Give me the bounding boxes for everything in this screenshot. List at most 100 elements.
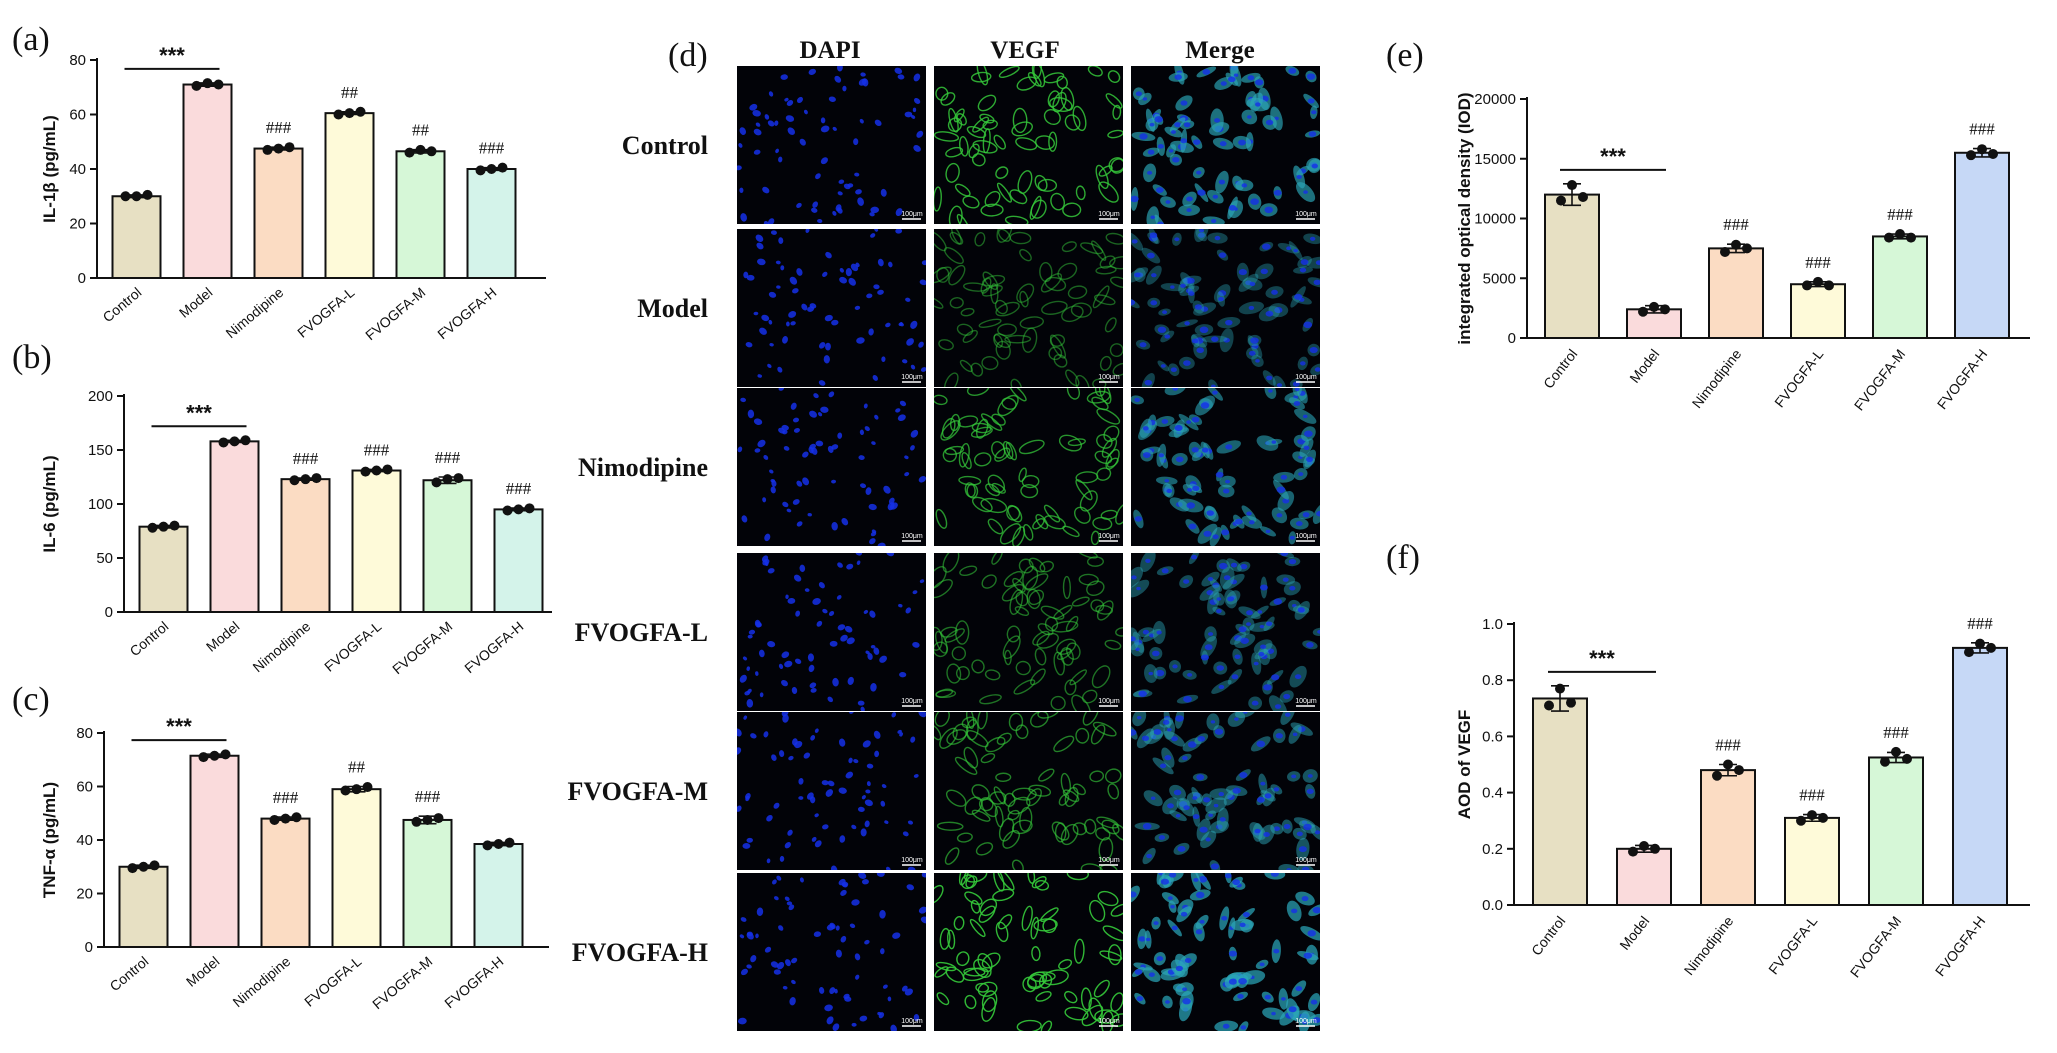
merge-nucleus xyxy=(1152,650,1160,657)
data-point xyxy=(1720,246,1730,257)
nucleus xyxy=(808,68,816,75)
significance-stars: *** xyxy=(186,400,212,425)
nucleus xyxy=(780,74,788,80)
row-header: Control xyxy=(622,131,708,160)
vegf-cell xyxy=(934,724,942,741)
x-tick-label: Model xyxy=(176,284,216,321)
nucleus xyxy=(771,754,777,761)
row-header: FVOGFA-H xyxy=(572,938,708,967)
data-point xyxy=(475,165,486,176)
nucleus xyxy=(910,429,919,438)
data-point xyxy=(269,814,280,825)
cell-layer xyxy=(934,229,1123,387)
vegf-cell xyxy=(1050,695,1066,711)
bar-fvogfa-h xyxy=(493,508,544,613)
vegf-cell xyxy=(974,232,986,247)
vegf-cell xyxy=(1012,107,1028,134)
vegf-cell xyxy=(1015,137,1038,151)
merge-nucleus xyxy=(1260,781,1266,786)
merge-nucleus xyxy=(1263,832,1270,837)
merge-nucleus xyxy=(1303,445,1310,450)
vegf-cell xyxy=(963,282,988,292)
nucleus xyxy=(828,96,836,102)
merge-nucleus xyxy=(1218,296,1224,302)
vegf-cell xyxy=(996,229,1013,243)
merge-nucleus xyxy=(1168,149,1174,153)
vegf-cell xyxy=(934,884,944,904)
bar-control xyxy=(1532,697,1588,907)
micrograph-background xyxy=(934,553,1123,711)
data-point xyxy=(453,473,464,484)
vegf-cell xyxy=(934,266,952,284)
nucleus xyxy=(807,653,814,662)
nucleus xyxy=(795,610,801,617)
vegf-cell xyxy=(935,86,949,101)
merge-nucleus xyxy=(1175,813,1181,818)
significance-mark: ### xyxy=(479,139,505,158)
y-axis-label: AOD of VEGF xyxy=(1455,710,1474,820)
data-point xyxy=(1964,647,1974,658)
vegf-cell xyxy=(1092,285,1110,309)
merge-nucleus xyxy=(1218,290,1227,297)
y-axis-label: TNF-α (pg/mL) xyxy=(40,782,59,898)
nucleus xyxy=(904,111,913,118)
bar-fvogfa-m xyxy=(402,818,453,948)
nucleus xyxy=(905,607,912,614)
data-point xyxy=(355,106,366,117)
merge-nucleus xyxy=(1309,346,1318,354)
scale-bar-label: 100μm xyxy=(1098,374,1120,381)
data-point xyxy=(1649,301,1659,312)
bar-nimodipine xyxy=(1708,247,1764,339)
bar-fvogfa-h xyxy=(466,168,517,279)
chart-panel-f: (f) 0.0 0.2 0.4 0.6 0.8 1.0 AOD of VEGF Control M… xyxy=(1386,539,2030,980)
nucleus xyxy=(854,953,861,961)
nucleus xyxy=(745,342,753,348)
nucleus xyxy=(862,78,869,87)
nucleus xyxy=(747,634,753,639)
vegf-cell xyxy=(956,213,971,224)
merge-nucleus xyxy=(1164,755,1172,761)
vegf-cell xyxy=(1066,873,1089,881)
nucleus xyxy=(794,740,803,749)
scale-bar-label: 100μm xyxy=(1098,698,1120,705)
vegf-cell xyxy=(971,153,986,167)
vegf-cell xyxy=(934,296,944,309)
nucleus xyxy=(848,277,856,286)
nucleus xyxy=(822,608,828,614)
merge-nucleus xyxy=(1303,321,1313,329)
vegf-cell xyxy=(1053,354,1068,368)
merge-nucleus xyxy=(1193,877,1199,882)
merge-nucleus xyxy=(1214,728,1224,735)
merge-nucleus xyxy=(1183,695,1192,703)
panel-letter-a: (a) xyxy=(12,21,50,58)
nucleus xyxy=(836,207,843,214)
merge-nucleus xyxy=(1283,823,1291,830)
nucleus xyxy=(770,961,779,968)
x-tick-label: FVOGFA-H xyxy=(434,284,499,342)
merge-nucleus xyxy=(1276,513,1283,518)
nucleus xyxy=(835,925,840,931)
micrograph-dapi-fvogfa-m: 100μm xyxy=(737,712,926,870)
vegf-cell xyxy=(1105,232,1123,245)
nucleus xyxy=(912,590,918,595)
vegf-cell xyxy=(1115,627,1123,637)
merge-nucleus xyxy=(1191,447,1199,453)
nucleus xyxy=(855,553,863,556)
merge-nucleus xyxy=(1210,863,1220,870)
vegf-cell xyxy=(982,119,998,131)
vegf-cell xyxy=(1094,388,1106,397)
merge-nucleus xyxy=(1216,665,1225,671)
nucleus xyxy=(784,959,791,967)
nucleus xyxy=(768,319,773,325)
nucleus xyxy=(829,640,838,647)
vegf-cell xyxy=(1004,215,1029,224)
nucleus xyxy=(814,813,819,818)
x-tick-label: FVOGFA-H xyxy=(441,953,506,1011)
data-point xyxy=(1975,638,1985,649)
nucleus xyxy=(890,502,898,510)
data-point xyxy=(1555,683,1565,694)
merge-nucleus xyxy=(1297,607,1305,613)
scale-bar-label: 100μm xyxy=(1295,211,1317,218)
nucleus xyxy=(904,472,910,477)
